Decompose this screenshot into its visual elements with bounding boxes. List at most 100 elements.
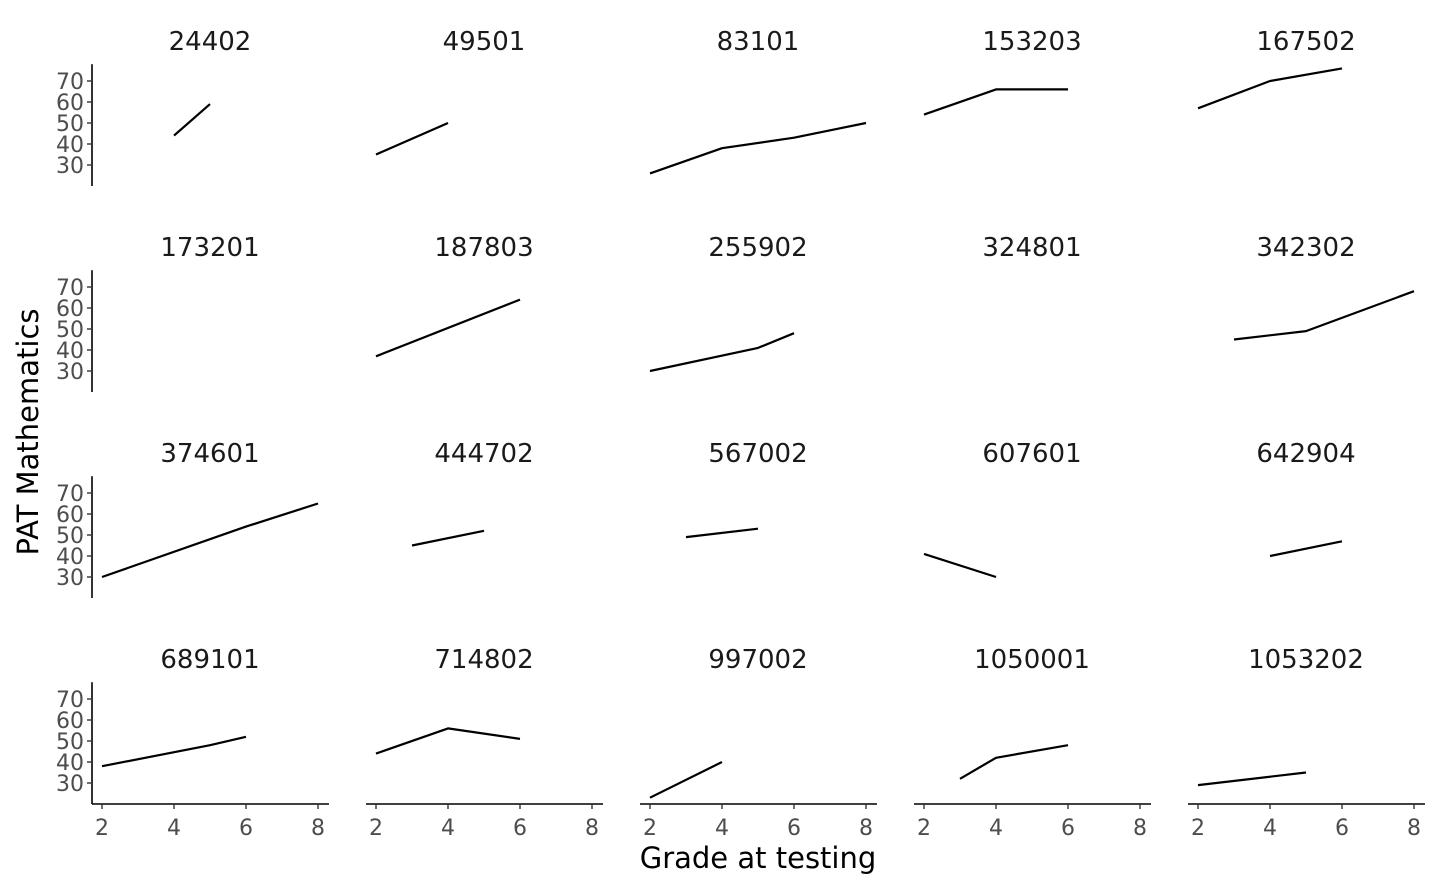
y-tick-label: 50 bbox=[56, 112, 84, 137]
series-line-342302 bbox=[1233, 290, 1415, 341]
y-tick-label: 70 bbox=[56, 70, 84, 95]
panel-324801: 324801 bbox=[982, 233, 1081, 263]
x-tick-label: 4 bbox=[1263, 816, 1277, 841]
y-tick-label: 70 bbox=[56, 276, 84, 301]
x-tick-label: 2 bbox=[917, 816, 931, 841]
panel-title: 83101 bbox=[717, 27, 800, 57]
panel-167502: 167502 bbox=[1197, 27, 1356, 110]
x-tick-label: 8 bbox=[859, 816, 873, 841]
panel-1050001: 1050001 2 4 6 8 bbox=[914, 645, 1151, 841]
panel-title: 374601 bbox=[160, 439, 259, 469]
series-line-83101 bbox=[649, 121, 867, 175]
x-tick-label: 2 bbox=[369, 816, 383, 841]
panel-title: 173201 bbox=[160, 233, 259, 263]
y-tick-label: 40 bbox=[56, 545, 84, 570]
panel-342302: 342302 bbox=[1233, 233, 1415, 341]
x-tick-label: 8 bbox=[585, 816, 599, 841]
x-tick-label: 6 bbox=[1335, 816, 1349, 841]
x-tick-label: 2 bbox=[643, 816, 657, 841]
series-line-689101 bbox=[101, 735, 247, 768]
y-tick-label: 40 bbox=[56, 751, 84, 776]
panel-title: 342302 bbox=[1256, 233, 1355, 263]
y-tick-label: 60 bbox=[56, 503, 84, 528]
panel-444702: 444702 bbox=[411, 439, 534, 547]
panel-49501: 49501 bbox=[375, 27, 526, 156]
panel-567002: 567002 bbox=[685, 439, 808, 539]
series-line-374601 bbox=[101, 502, 319, 579]
y-tick-label: 30 bbox=[56, 566, 84, 591]
series-line-49501 bbox=[375, 121, 449, 156]
panel-title: 24402 bbox=[169, 27, 252, 57]
series-line-567002 bbox=[685, 527, 759, 539]
panel-714802: 714802 2 4 6 8 bbox=[366, 645, 603, 841]
panel-997002: 997002 2 4 6 8 bbox=[640, 645, 877, 841]
y-tick-label: 70 bbox=[56, 482, 84, 507]
x-tick-label: 6 bbox=[513, 816, 527, 841]
y-tick-label: 30 bbox=[56, 772, 84, 797]
panel-title: 444702 bbox=[434, 439, 533, 469]
y-tick-label: 50 bbox=[56, 524, 84, 549]
series-line-642904 bbox=[1269, 540, 1343, 558]
panel-title: 324801 bbox=[982, 233, 1081, 263]
panel-255902: 255902 bbox=[649, 233, 808, 373]
x-tick-label: 4 bbox=[167, 816, 181, 841]
y-axis-title: PAT Mathematics bbox=[11, 308, 45, 555]
series-line-607601 bbox=[923, 552, 997, 579]
series-line-714802 bbox=[375, 727, 521, 755]
y-tick-label: 30 bbox=[56, 154, 84, 179]
series-line-997002 bbox=[649, 761, 723, 799]
series-line-1050001 bbox=[959, 744, 1069, 780]
panel-title: 153203 bbox=[982, 27, 1081, 57]
panel-title: 187803 bbox=[434, 233, 533, 263]
panel-title: 567002 bbox=[708, 439, 807, 469]
series-line-167502 bbox=[1197, 67, 1343, 110]
panel-title: 642904 bbox=[1256, 439, 1355, 469]
panel-title: 714802 bbox=[434, 645, 533, 675]
series-line-255902 bbox=[649, 332, 795, 373]
panel-153203: 153203 bbox=[923, 27, 1082, 116]
panel-title: 49501 bbox=[443, 27, 526, 57]
x-axis-title: Grade at testing bbox=[640, 841, 877, 875]
y-tick-label: 30 bbox=[56, 360, 84, 385]
x-tick-label: 6 bbox=[239, 816, 253, 841]
panel-607601: 607601 bbox=[923, 439, 1082, 579]
x-tick-label: 4 bbox=[989, 816, 1003, 841]
x-tick-label: 2 bbox=[95, 816, 109, 841]
y-tick-label: 40 bbox=[56, 133, 84, 158]
panel-187803: 187803 bbox=[375, 233, 534, 358]
panel-title: 1050001 bbox=[974, 645, 1090, 675]
series-line-187803 bbox=[375, 298, 521, 358]
x-tick-label: 6 bbox=[1061, 816, 1075, 841]
panel-642904: 642904 bbox=[1256, 439, 1356, 558]
x-tick-label: 8 bbox=[1407, 816, 1421, 841]
panel-title: 255902 bbox=[708, 233, 807, 263]
series-line-24402 bbox=[173, 103, 211, 137]
x-tick-label: 2 bbox=[1191, 816, 1205, 841]
y-tick-label: 50 bbox=[56, 730, 84, 755]
y-tick-label: 40 bbox=[56, 339, 84, 364]
x-tick-label: 6 bbox=[787, 816, 801, 841]
panel-title: 997002 bbox=[708, 645, 807, 675]
panel-title: 167502 bbox=[1256, 27, 1355, 57]
y-tick-label: 60 bbox=[56, 91, 84, 116]
panel-1053202: 1053202 2 4 6 8 bbox=[1188, 645, 1425, 841]
panel-83101: 83101 bbox=[649, 27, 867, 175]
series-line-153203 bbox=[923, 88, 1068, 116]
panel-title: 1053202 bbox=[1248, 645, 1364, 675]
series-line-444702 bbox=[411, 529, 485, 547]
x-tick-label: 4 bbox=[441, 816, 455, 841]
panel-title: 689101 bbox=[160, 645, 259, 675]
y-tick-label: 70 bbox=[56, 688, 84, 713]
x-tick-label: 8 bbox=[311, 816, 325, 841]
x-tick-label: 8 bbox=[1133, 816, 1147, 841]
y-tick-label: 50 bbox=[56, 318, 84, 343]
y-tick-label: 60 bbox=[56, 709, 84, 734]
y-tick-label: 60 bbox=[56, 297, 84, 322]
x-tick-label: 4 bbox=[715, 816, 729, 841]
